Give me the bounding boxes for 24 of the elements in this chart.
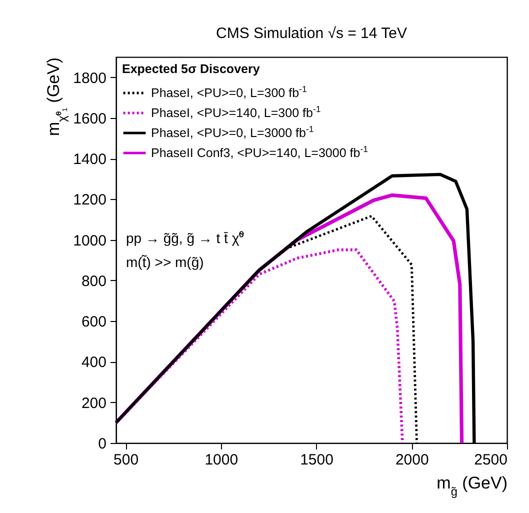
x-tick-label: 1000 xyxy=(204,452,238,468)
legend-label: PhaseI, <PU>=0, L=300 fb$^{-1}$ xyxy=(151,84,307,100)
y-tick-label: 600 xyxy=(81,314,106,331)
legend-label: PhaseI, <PU>=140, L=300 fb$^{-1}$ xyxy=(151,104,321,120)
chart-title: CMS Simulation √s = 14 TeV xyxy=(216,25,407,42)
legend-label: PhaseII Conf3, <PU>=140, L=3000 fb$^{-1}$ xyxy=(151,144,368,160)
x-tick-label: 2500 xyxy=(474,452,508,468)
annotation: pp → g̃g̃, g̃ → t t̄ χ̃⁰ xyxy=(126,230,244,246)
y-tick-label: 1000 xyxy=(73,232,106,250)
y-tick-label: 1200 xyxy=(73,192,106,209)
y-tick-label: 1800 xyxy=(73,70,106,87)
y-tick-label: 400 xyxy=(81,354,106,372)
y-tick-label: 0 xyxy=(98,436,106,452)
annotation: m(t̃) >> m(g̃) xyxy=(126,254,204,270)
legend-label: PhaseI, <PU>=0, L=3000 fb$^{-1}$ xyxy=(151,124,314,140)
y-tick-label: 800 xyxy=(81,272,106,290)
y-tick-label: 1600 xyxy=(73,110,106,128)
y-tick-label: 200 xyxy=(81,394,106,412)
legend-title: Expected 5σ Discovery xyxy=(122,62,260,76)
x-tick-label: 500 xyxy=(114,452,139,468)
x-axis-title: m$_{g̃}$ (GeV) xyxy=(436,474,508,498)
y-tick-label: 1400 xyxy=(73,151,106,168)
x-tick-label: 1500 xyxy=(300,452,334,468)
x-tick-label: 2000 xyxy=(395,452,429,468)
